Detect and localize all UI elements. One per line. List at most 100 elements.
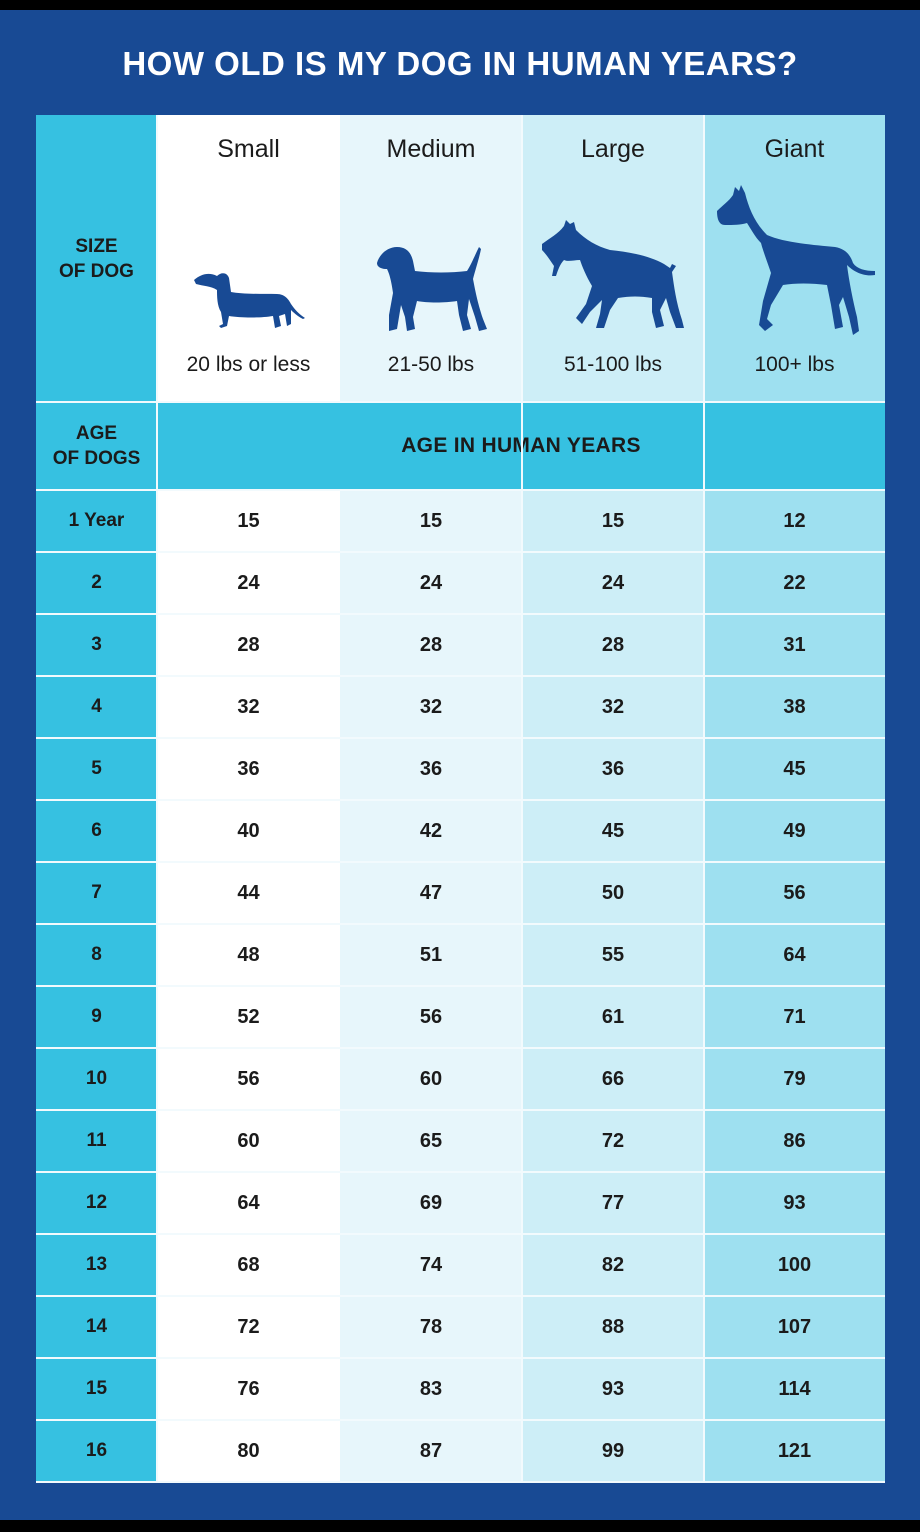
beagle-silhouette-icon bbox=[340, 245, 522, 338]
human-years-cell-large: 45 bbox=[522, 800, 704, 862]
size-weight: 20 lbs or less bbox=[186, 353, 311, 376]
dog-age-cell: 15 bbox=[36, 1358, 157, 1420]
column-divider bbox=[156, 115, 158, 1481]
row-divider bbox=[36, 1047, 885, 1049]
human-years-cell-large: 36 bbox=[522, 738, 704, 800]
human-years-cell-medium: 47 bbox=[340, 862, 522, 924]
size-name: Medium bbox=[386, 135, 476, 163]
human-years-cell-medium: 56 bbox=[340, 986, 522, 1048]
row-divider bbox=[36, 1295, 885, 1297]
human-years-cell-small: 24 bbox=[157, 552, 340, 614]
human-years-cell-medium: 28 bbox=[340, 614, 522, 676]
row-divider bbox=[36, 1109, 885, 1111]
human-years-cell-giant: 38 bbox=[704, 676, 885, 738]
dog-age-cell: 12 bbox=[36, 1172, 157, 1234]
human-years-cell-giant: 45 bbox=[704, 738, 885, 800]
human-years-cell-small: 68 bbox=[157, 1234, 340, 1296]
human-years-cell-giant: 79 bbox=[704, 1048, 885, 1110]
human-years-cell-medium: 60 bbox=[340, 1048, 522, 1110]
human-years-cell-large: 32 bbox=[522, 676, 704, 738]
human-years-cell-giant: 64 bbox=[704, 924, 885, 986]
human-years-cell-small: 56 bbox=[157, 1048, 340, 1110]
human-years-cell-large: 15 bbox=[522, 490, 704, 552]
row-divider bbox=[36, 401, 885, 403]
dog-age-cell: 6 bbox=[36, 800, 157, 862]
human-years-cell-medium: 36 bbox=[340, 738, 522, 800]
row-divider bbox=[36, 1357, 885, 1359]
human-years-cell-small: 32 bbox=[157, 676, 340, 738]
size-weight: 100+ lbs bbox=[754, 353, 835, 376]
human-years-cell-large: 99 bbox=[522, 1420, 704, 1482]
row-divider bbox=[36, 1419, 885, 1421]
human-years-cell-giant: 100 bbox=[704, 1234, 885, 1296]
human-years-cell-small: 52 bbox=[157, 986, 340, 1048]
size-of-dog-label: SIZE OF DOG bbox=[36, 115, 157, 402]
row-divider bbox=[36, 985, 885, 987]
dog-age-cell: 2 bbox=[36, 552, 157, 614]
row-divider bbox=[36, 861, 885, 863]
human-years-cell-giant: 121 bbox=[704, 1420, 885, 1482]
row-divider bbox=[36, 923, 885, 925]
dog-age-cell: 9 bbox=[36, 986, 157, 1048]
human-years-cell-giant: 12 bbox=[704, 490, 885, 552]
human-years-cell-medium: 51 bbox=[340, 924, 522, 986]
human-years-cell-medium: 24 bbox=[340, 552, 522, 614]
human-years-cell-large: 55 bbox=[522, 924, 704, 986]
human-years-cell-medium: 74 bbox=[340, 1234, 522, 1296]
human-years-cell-giant: 114 bbox=[704, 1358, 885, 1420]
size-name: Large bbox=[581, 135, 645, 163]
dachshund-silhouette-icon bbox=[157, 270, 340, 337]
dog-age-cell: 4 bbox=[36, 676, 157, 738]
human-years-cell-small: 48 bbox=[157, 924, 340, 986]
size-column-giant: Giant 100+ lbs bbox=[704, 115, 885, 402]
human-years-cell-small: 64 bbox=[157, 1172, 340, 1234]
row-divider bbox=[36, 1171, 885, 1173]
dog-age-cell: 13 bbox=[36, 1234, 157, 1296]
row-divider bbox=[36, 613, 885, 615]
human-years-cell-giant: 86 bbox=[704, 1110, 885, 1172]
human-years-cell-large: 66 bbox=[522, 1048, 704, 1110]
page-title: HOW OLD IS MY DOG IN HUMAN YEARS? bbox=[122, 45, 798, 82]
row-divider bbox=[36, 489, 885, 491]
human-years-cell-giant: 49 bbox=[704, 800, 885, 862]
size-weight: 21-50 lbs bbox=[387, 353, 475, 376]
human-years-cell-medium: 65 bbox=[340, 1110, 522, 1172]
human-years-cell-large: 88 bbox=[522, 1296, 704, 1358]
dog-age-cell: 1 Year bbox=[36, 490, 157, 552]
size-label-line2: OF DOG bbox=[59, 260, 134, 282]
column-divider bbox=[521, 115, 523, 1481]
human-years-cell-giant: 22 bbox=[704, 552, 885, 614]
dog-age-cell: 3 bbox=[36, 614, 157, 676]
row-divider bbox=[36, 799, 885, 801]
human-years-cell-small: 44 bbox=[157, 862, 340, 924]
dog-age-table: SIZE OF DOG Small 20 lbs or less Medium … bbox=[36, 115, 885, 1483]
dog-age-cell: 11 bbox=[36, 1110, 157, 1172]
human-years-cell-giant: 93 bbox=[704, 1172, 885, 1234]
size-name: Giant bbox=[764, 135, 825, 163]
doberman-silhouette-icon bbox=[522, 220, 704, 335]
human-years-cell-large: 77 bbox=[522, 1172, 704, 1234]
row-divider bbox=[36, 737, 885, 739]
human-years-cell-medium: 87 bbox=[340, 1420, 522, 1482]
column-divider bbox=[703, 115, 705, 1481]
human-years-cell-small: 72 bbox=[157, 1296, 340, 1358]
human-years-cell-large: 93 bbox=[522, 1358, 704, 1420]
dog-age-cell: 5 bbox=[36, 738, 157, 800]
row-divider bbox=[36, 1233, 885, 1235]
human-years-cell-medium: 32 bbox=[340, 676, 522, 738]
size-label-line1: SIZE bbox=[75, 235, 118, 257]
great-dane-silhouette-icon bbox=[704, 185, 885, 342]
human-years-cell-small: 28 bbox=[157, 614, 340, 676]
human-years-cell-large: 50 bbox=[522, 862, 704, 924]
human-years-cell-medium: 15 bbox=[340, 490, 522, 552]
human-years-cell-giant: 107 bbox=[704, 1296, 885, 1358]
size-column-small: Small 20 lbs or less bbox=[157, 115, 340, 402]
human-years-cell-large: 82 bbox=[522, 1234, 704, 1296]
size-name: Small bbox=[217, 135, 280, 163]
human-years-cell-giant: 56 bbox=[704, 862, 885, 924]
row-divider bbox=[36, 675, 885, 677]
human-years-cell-small: 36 bbox=[157, 738, 340, 800]
human-years-cell-small: 15 bbox=[157, 490, 340, 552]
human-years-cell-medium: 69 bbox=[340, 1172, 522, 1234]
size-column-medium: Medium 21-50 lbs bbox=[340, 115, 522, 402]
